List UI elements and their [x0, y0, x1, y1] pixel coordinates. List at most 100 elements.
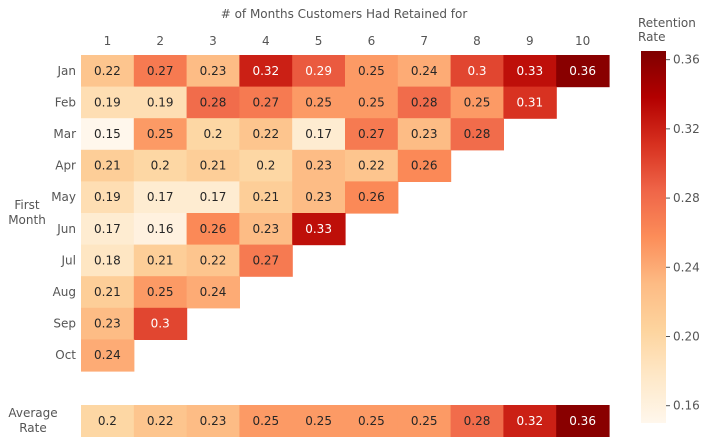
cell-value-label: 0.25	[464, 95, 491, 109]
y-tick-label: Aug	[53, 285, 76, 299]
cell-value-label: 0.17	[305, 127, 332, 141]
heatmap-cell	[556, 55, 610, 88]
cell-value-label: 0.21	[147, 253, 174, 267]
cell-value-label: 0.17	[200, 190, 227, 204]
cell-value-label: 0.22	[94, 64, 121, 78]
y-tick-label: Jul	[61, 253, 76, 267]
average-cell	[133, 405, 188, 437]
colorbar-tick-label: 0.36	[673, 53, 700, 67]
heatmap-cell	[450, 55, 504, 88]
average-value-label: 0.36	[569, 414, 596, 428]
heatmap-cell	[81, 339, 135, 372]
heatmap-cell	[292, 118, 346, 151]
heatmap-cell	[81, 55, 135, 88]
heatmap-cell	[133, 276, 188, 309]
average-cell	[186, 405, 240, 437]
heatmap-cell	[503, 55, 557, 88]
heatmap-cell	[81, 307, 135, 340]
x-tick-label: 7	[420, 34, 428, 48]
y-tick-label: Jan	[57, 64, 77, 78]
heatmap-cell	[186, 118, 240, 151]
y-tick-label: Sep	[53, 317, 76, 331]
cell-value-label: 0.17	[147, 190, 174, 204]
colorbar-tick-label: 0.28	[673, 191, 700, 205]
heatmap-cell	[239, 213, 293, 246]
cell-value-label: 0.23	[94, 317, 121, 331]
x-tick-label: 6	[368, 34, 376, 48]
average-cell	[397, 405, 452, 437]
cell-value-label: 0.25	[147, 285, 174, 299]
heatmap-cell	[186, 276, 240, 309]
cell-value-label: 0.21	[94, 159, 121, 173]
average-value-label: 0.25	[305, 414, 332, 428]
heatmap-cell	[186, 149, 240, 182]
y-tick-label: Apr	[55, 159, 76, 173]
cell-value-label: 0.22	[358, 159, 385, 173]
colorbar-tick-label: 0.20	[673, 329, 700, 343]
cell-value-label: 0.25	[358, 64, 385, 78]
average-value-label: 0.28	[464, 414, 491, 428]
colorbar-tick-label: 0.16	[673, 399, 700, 413]
heatmap-cell	[133, 118, 188, 151]
heatmap-cell	[397, 86, 452, 119]
heatmap-cell	[450, 86, 504, 119]
heatmap-cell	[292, 86, 346, 119]
heatmap-cell	[397, 118, 452, 151]
y-tick-label: May	[51, 190, 76, 204]
average-value-label: 0.2	[98, 414, 117, 428]
heatmap-cell	[292, 149, 346, 182]
average-cell	[503, 405, 557, 437]
cell-value-label: 0.33	[305, 222, 332, 236]
x-tick-label: 4	[262, 34, 270, 48]
heatmap-cell	[133, 55, 188, 88]
heatmap-cell	[292, 213, 346, 246]
cell-value-label: 0.17	[94, 222, 121, 236]
average-value-label: 0.32	[516, 414, 543, 428]
x-tick-label: 1	[104, 34, 112, 48]
heatmap-cell	[397, 149, 452, 182]
average-value-label: 0.25	[252, 414, 279, 428]
colorbar-tick-label: 0.32	[673, 122, 700, 136]
heatmap-cells: 0.22 0.27 0.23 0.32 0.29 0.25 0.24 0.3 0.33 0.36 0…	[81, 55, 610, 372]
heatmap-cell	[81, 149, 135, 182]
y-tick-label: Mar	[53, 127, 76, 141]
heatmap-cell	[133, 213, 188, 246]
heatmap-cell	[186, 181, 240, 214]
cell-value-label: 0.33	[516, 64, 543, 78]
cell-value-label: 0.27	[252, 253, 279, 267]
cell-value-label: 0.19	[94, 190, 121, 204]
cell-value-label: 0.16	[147, 222, 174, 236]
colorbar-label: Retention Rate	[638, 16, 696, 44]
cell-value-label: 0.28	[464, 127, 491, 141]
cell-value-label: 0.24	[411, 64, 438, 78]
heatmap-cell	[239, 118, 293, 151]
heatmap-cell	[345, 55, 399, 88]
cell-value-label: 0.18	[94, 253, 121, 267]
cell-value-label: 0.2	[256, 159, 275, 173]
average-cell	[450, 405, 504, 437]
cell-value-label: 0.2	[151, 159, 170, 173]
average-cell	[239, 405, 293, 437]
heatmap-cell	[186, 86, 240, 119]
heatmap-cell	[81, 276, 135, 309]
cell-value-label: 0.23	[305, 159, 332, 173]
cell-value-label: 0.2	[203, 127, 222, 141]
x-tick-label: 5	[315, 34, 323, 48]
heatmap-cell	[81, 244, 135, 277]
heatmap-cell	[450, 118, 504, 151]
cell-value-label: 0.25	[147, 127, 174, 141]
x-axis-ticks: 1 2 3 4 5 6 7 8 9 10	[104, 34, 591, 48]
colorbar: 0.16 0.20 0.24 0.28 0.32 0.36 Retention Rate	[638, 16, 700, 423]
x-tick-label: 10	[575, 34, 590, 48]
heatmap-cell	[186, 55, 240, 88]
cell-value-label: 0.27	[147, 64, 174, 78]
colorbar-gradient	[641, 51, 666, 423]
heatmap-cell	[292, 181, 346, 214]
average-rate-label: Average Rate	[8, 406, 57, 435]
heatmap-cell	[239, 86, 293, 119]
heatmap-cell	[81, 181, 135, 214]
heatmap-cell	[239, 244, 293, 277]
x-tick-label: 2	[156, 34, 164, 48]
cell-value-label: 0.24	[200, 285, 227, 299]
heatmap-cell	[133, 181, 188, 214]
